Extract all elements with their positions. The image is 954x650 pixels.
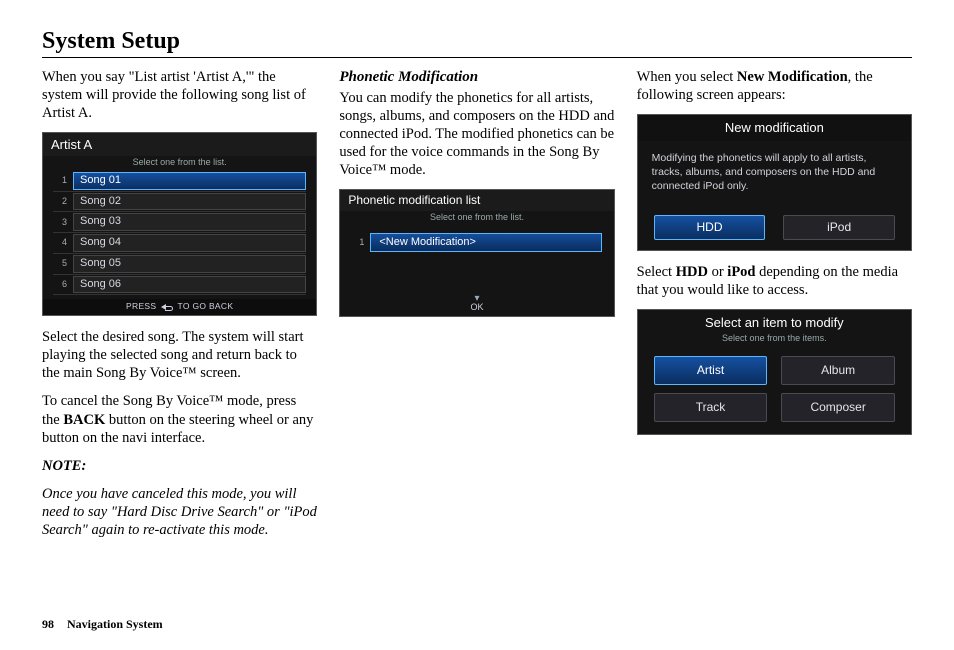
col3-intro: When you select New Modification, the fo… xyxy=(637,68,912,104)
column-2: Phonetic Modification You can modify the… xyxy=(339,68,614,549)
new-modification-row[interactable]: 1 <New Modification> xyxy=(352,233,601,253)
select-item-screen: Select an item to modify Select one from… xyxy=(637,309,912,435)
nm-title: New modification xyxy=(638,115,911,140)
song-screen-header: Artist A xyxy=(43,133,316,155)
col2-para1: You can modify the phonetics for all art… xyxy=(339,89,614,180)
ok-area[interactable]: ▾ OK xyxy=(340,294,613,316)
ok-label: OK xyxy=(470,302,483,312)
c3-intro-pre: When you select xyxy=(637,69,737,85)
song-number: 1 xyxy=(53,175,67,186)
column-3: When you select New Modification, the fo… xyxy=(637,68,912,549)
song-row[interactable]: 1 Song 01 xyxy=(53,171,306,192)
newmod-item: <New Modification> xyxy=(370,233,601,253)
phonetic-subheader: Select one from the list. xyxy=(340,211,613,226)
si-sub: Select one from the items. xyxy=(638,333,911,352)
content-columns: When you say "List artist 'Artist A,'" t… xyxy=(42,68,912,549)
phonetic-list-screen: Phonetic modification list Select one fr… xyxy=(339,189,614,317)
col1-para2: Select the desired song. The system will… xyxy=(42,328,317,382)
footer-post: TO GO BACK xyxy=(178,301,234,311)
page-footer-label: Navigation System xyxy=(67,617,163,631)
nm-body: Modifying the phonetics will apply to al… xyxy=(638,141,911,210)
track-button[interactable]: Track xyxy=(654,393,768,422)
song-row[interactable]: 5 Song 05 xyxy=(53,254,306,275)
c3p2-b1: HDD xyxy=(676,264,708,280)
col3-para2: Select HDD or iPod depending on the medi… xyxy=(637,263,912,299)
c3p2-pre: Select xyxy=(637,264,676,280)
phonetic-header: Phonetic modification list xyxy=(340,190,613,211)
album-button[interactable]: Album xyxy=(781,356,895,385)
song-name: Song 06 xyxy=(73,276,306,294)
song-number: 3 xyxy=(53,217,67,228)
song-number: 2 xyxy=(53,196,67,207)
song-screen-footer: PRESS TO GO BACK xyxy=(43,299,316,315)
hdd-button[interactable]: HDD xyxy=(654,215,766,240)
song-row[interactable]: 4 Song 04 xyxy=(53,233,306,254)
back-icon xyxy=(161,303,173,311)
artist-button[interactable]: Artist xyxy=(654,356,768,385)
phonetic-heading: Phonetic Modification xyxy=(339,68,614,87)
c3-intro-bold: New Modification xyxy=(737,69,848,85)
song-list: 1 Song 01 2 Song 02 3 Song 03 4 Song 04 5 Song 05… xyxy=(43,171,316,300)
new-modification-screen: New modification Modifying the phonetics… xyxy=(637,114,912,251)
song-number: 4 xyxy=(53,237,67,248)
page-number: 98 xyxy=(42,617,54,631)
song-row[interactable]: 2 Song 02 xyxy=(53,192,306,213)
song-name: Song 04 xyxy=(73,234,306,252)
column-1: When you say "List artist 'Artist A,'" t… xyxy=(42,68,317,549)
song-number: 5 xyxy=(53,258,67,269)
c3p2-mid: or xyxy=(708,264,727,280)
song-list-screen: Artist A Select one from the list. 1 Song… xyxy=(42,132,317,316)
song-row[interactable]: 6 Song 06 xyxy=(53,275,306,296)
newmod-num: 1 xyxy=(352,237,364,248)
song-name: Song 02 xyxy=(73,193,306,211)
song-name: Song 03 xyxy=(73,213,306,231)
si-title: Select an item to modify xyxy=(638,310,911,332)
footer-pre: PRESS xyxy=(126,301,156,311)
page-title: System Setup xyxy=(42,28,912,58)
col1-intro: When you say "List artist 'Artist A,'" t… xyxy=(42,68,317,122)
song-number: 6 xyxy=(53,279,67,290)
composer-button[interactable]: Composer xyxy=(781,393,895,422)
note-label: NOTE: xyxy=(42,457,317,475)
song-name: Song 05 xyxy=(73,255,306,273)
para3-bold: BACK xyxy=(63,412,105,428)
c3p2-b2: iPod xyxy=(727,264,755,280)
song-screen-subheader: Select one from the list. xyxy=(43,156,316,171)
song-row[interactable]: 3 Song 03 xyxy=(53,212,306,233)
note-body: Once you have canceled this mode, you wi… xyxy=(42,485,317,539)
ipod-button[interactable]: iPod xyxy=(783,215,895,240)
page-footer: 98 Navigation System xyxy=(42,617,163,632)
col1-para3: To cancel the Song By Voice™ mode, press… xyxy=(42,392,317,446)
song-name: Song 01 xyxy=(73,172,306,190)
